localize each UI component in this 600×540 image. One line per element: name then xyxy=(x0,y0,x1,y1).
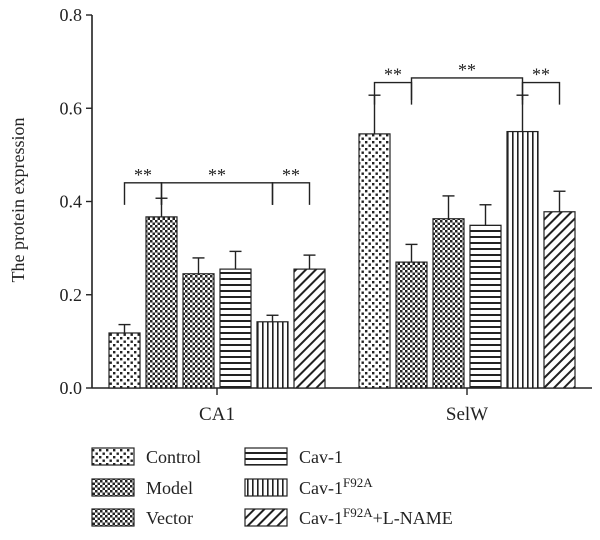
y-tick-label: 0.4 xyxy=(60,192,83,212)
significance-group: ** ** ** ** ** ** xyxy=(123,60,561,205)
significance-bracket xyxy=(160,182,274,205)
significance-label: ** xyxy=(134,165,152,185)
bar xyxy=(182,273,215,389)
legend-label: Cav-1 xyxy=(299,447,343,467)
bar xyxy=(395,261,428,389)
bar xyxy=(256,321,289,389)
legend-swatch xyxy=(91,508,135,527)
bar xyxy=(469,224,502,389)
bar xyxy=(293,268,326,389)
legend-label: Cav-1F92A xyxy=(299,475,373,499)
legend: Control Model Vector Cav-1 Cav-1F92A Cav-1F92… xyxy=(91,447,453,529)
x-tick-label: CA1 xyxy=(199,404,235,425)
y-tick-label: 0.6 xyxy=(60,98,83,118)
bar xyxy=(506,130,539,389)
significance-label: ** xyxy=(384,65,402,85)
bar xyxy=(108,332,141,389)
legend-swatch xyxy=(244,447,288,466)
significance-label: ** xyxy=(282,165,300,185)
significance-label: ** xyxy=(532,65,550,85)
legend-label: Cav-1F92A+L-NAME xyxy=(299,505,453,529)
significance-label: ** xyxy=(458,60,476,80)
legend-label: Control xyxy=(146,447,201,467)
legend-label: Model xyxy=(146,478,193,498)
legend-swatch xyxy=(91,478,135,497)
bar xyxy=(219,268,252,389)
bar xyxy=(432,218,465,389)
y-tick-label: 0.0 xyxy=(60,378,83,398)
legend-swatch xyxy=(244,508,288,527)
legend-label: Vector xyxy=(146,508,193,528)
y-axis-title: The protein expression xyxy=(8,118,28,283)
significance-bracket xyxy=(373,81,413,105)
significance-bracket xyxy=(123,182,163,205)
bar xyxy=(358,133,391,389)
significance-bracket xyxy=(521,81,561,105)
bar xyxy=(543,211,576,389)
x-tick-label: SelW xyxy=(446,404,488,425)
y-tick-label: 0.2 xyxy=(60,285,83,305)
significance-bracket xyxy=(410,77,524,100)
legend-swatch xyxy=(91,447,135,466)
bars-group xyxy=(108,94,576,389)
y-tick-label: 0.8 xyxy=(60,5,83,25)
significance-label: ** xyxy=(208,165,226,185)
bar xyxy=(145,216,178,389)
legend-swatch xyxy=(244,478,288,497)
significance-bracket xyxy=(271,182,311,205)
